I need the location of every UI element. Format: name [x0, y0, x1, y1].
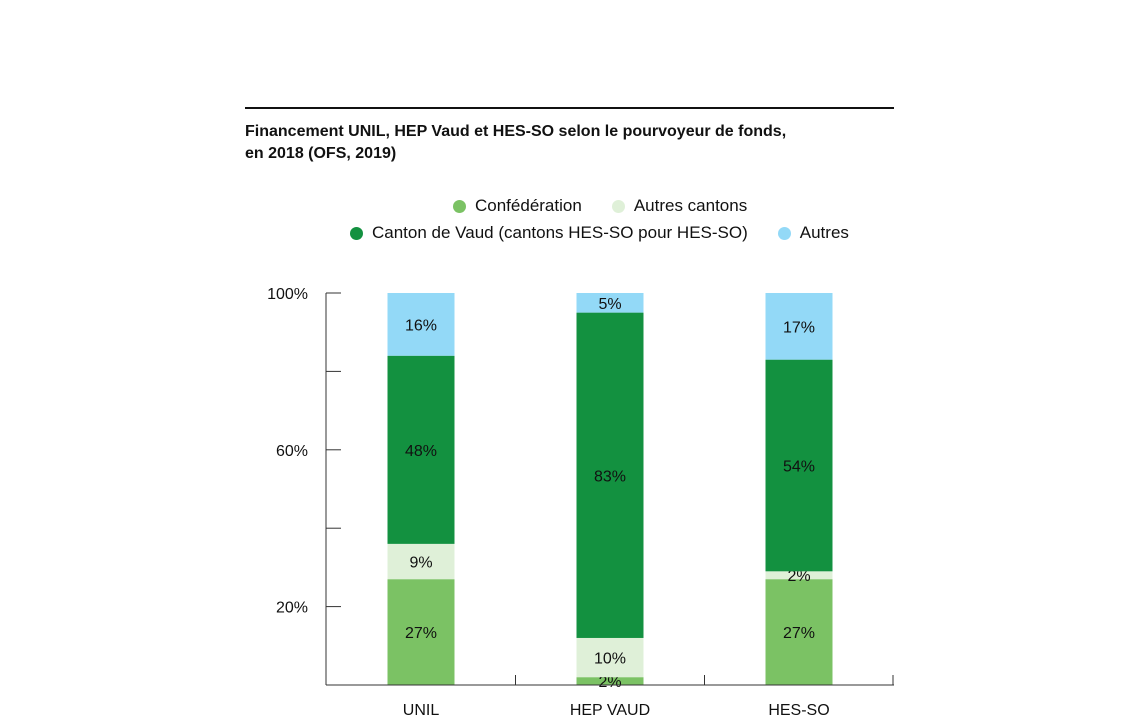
data-label-unil-autres-cantons: 9% — [409, 555, 432, 572]
data-label-hes-so-confederation: 27% — [783, 625, 815, 642]
bar-segment-hep-vaud-canton-vaud — [576, 312, 644, 638]
data-label-hes-so-canton-vaud: 54% — [783, 458, 815, 475]
y-tick-label-20: 20% — [276, 600, 308, 617]
chart-title: Financement UNIL, HEP Vaud et HES-SO sel… — [245, 121, 885, 165]
legend-row-2: Canton de Vaud (cantons HES-SO pour HES-… — [350, 223, 849, 243]
bar-segment-hes-so-autres-cantons — [765, 571, 833, 580]
data-label-unil-confederation: 27% — [405, 625, 437, 642]
data-label-hes-so-autres-cantons: 2% — [787, 568, 810, 585]
data-label-hep-vaud-autres: 5% — [598, 296, 621, 313]
x-tick-label-unil: UNIL — [403, 702, 440, 719]
x-tick-label-hes-so: HES-SO — [768, 702, 829, 719]
legend-label-autres-cantons: Autres cantons — [633, 196, 748, 215]
legend-item-canton-de-vaud: Canton de Vaud (cantons HES-SO pour HES-… — [350, 223, 748, 243]
legend-swatch-autres — [777, 226, 791, 240]
y-tick-label-100: 100% — [267, 286, 308, 303]
bar-segment-hes-so-canton-vaud — [765, 359, 833, 572]
legend-item-autres-cantons: Autres cantons — [611, 196, 748, 216]
legend-swatch-canton-de-vaud — [350, 226, 363, 240]
data-label-hep-vaud-canton-vaud: 83% — [594, 468, 626, 485]
bar-segment-unil-autres-cantons — [387, 543, 455, 580]
legend-label-confederation: Confédération — [475, 196, 582, 215]
legend-row-1: Confédération Autres cantons — [453, 196, 747, 216]
legend-label-canton-de-vaud: Canton de Vaud (cantons HES-SO pour HES-… — [372, 223, 748, 242]
bar-segment-hes-so-confederation — [765, 579, 833, 685]
x-tick-label-hep-vaud: HEP VAUD — [570, 702, 650, 719]
title-rule — [245, 107, 894, 109]
bar-segment-hep-vaud-confederation — [576, 677, 644, 685]
legend-swatch-autres-cantons — [611, 199, 625, 213]
chart-title-line-2: en 2018 (OFS, 2019) — [245, 145, 397, 162]
bar-segment-unil-confederation — [387, 579, 455, 685]
bar-segment-hes-so-autres — [765, 293, 833, 360]
bar-segment-hep-vaud-autres-cantons — [576, 637, 644, 678]
chart-title-line-1: Financement UNIL, HEP Vaud et HES-SO sel… — [245, 123, 787, 140]
legend-item-autres: Autres — [777, 223, 849, 243]
data-label-unil-canton-vaud: 48% — [405, 443, 437, 460]
legend-label-autres: Autres — [799, 223, 849, 242]
legend-item-confederation: Confédération — [453, 196, 582, 216]
data-label-hep-vaud-autres-cantons: 10% — [594, 651, 626, 668]
y-tick-label-60: 60% — [276, 443, 308, 460]
data-label-unil-autres: 16% — [405, 317, 437, 334]
data-label-hes-so-autres: 17% — [783, 319, 815, 336]
bar-segment-unil-canton-vaud — [387, 355, 455, 544]
bar-segment-hep-vaud-autres — [576, 293, 644, 313]
data-label-hep-vaud-confederation: 2% — [598, 674, 621, 691]
bar-segment-unil-autres — [387, 293, 455, 356]
legend-swatch-confederation — [453, 199, 466, 213]
